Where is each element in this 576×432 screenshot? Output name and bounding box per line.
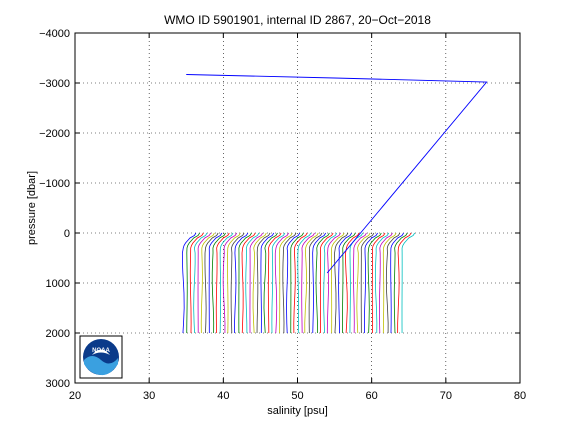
profile-line	[215, 232, 230, 334]
chart-title: WMO ID 5901901, internal ID 2867, 20−Oct…	[164, 13, 431, 27]
profile-line	[293, 232, 308, 334]
profile-line	[252, 232, 267, 334]
y-axis-ticks: −4000 −3000 −2000 −1000 0 1000 2000 3000	[39, 28, 520, 390]
profile-line	[393, 232, 408, 334]
y-axis-label: pressure [dbar]	[26, 171, 38, 245]
plot-area	[181, 74, 488, 334]
profile-line	[181, 232, 197, 334]
y-tick-label: −1000	[39, 178, 70, 190]
y-tick-label: 0	[64, 228, 70, 240]
profile-line	[397, 232, 412, 334]
profile-line	[208, 232, 223, 334]
profile-line	[356, 232, 371, 334]
profile-line	[189, 232, 204, 334]
x-tick-label: 60	[366, 390, 378, 402]
profile-line	[234, 232, 249, 334]
logo-gull	[92, 349, 110, 355]
profile-line	[279, 232, 293, 334]
profile-line	[245, 232, 260, 334]
x-tick-label: 50	[291, 390, 303, 402]
profile-line	[331, 232, 345, 334]
profile-line	[308, 232, 323, 334]
profile-line	[304, 232, 319, 334]
profile-line	[374, 232, 390, 334]
profile-line	[382, 232, 397, 334]
profile-line	[271, 232, 286, 334]
profile-line	[367, 232, 382, 334]
noaa-logo: NOAA	[79, 335, 123, 379]
profile-line	[360, 232, 375, 334]
logo-wave	[84, 356, 118, 376]
profile-line	[312, 232, 327, 334]
y-tick-label: −3000	[39, 78, 70, 90]
profile-line	[197, 232, 212, 334]
x-axis-ticks: 20 30 40 50 60 70 80	[69, 33, 526, 402]
profile-line	[401, 232, 416, 334]
profile-line	[238, 232, 252, 334]
profile-line	[193, 232, 208, 334]
y-tick-label: −4000	[39, 28, 70, 40]
x-tick-label: 70	[440, 390, 452, 402]
profile-line	[260, 232, 275, 334]
spike-profile-line	[186, 74, 488, 274]
x-tick-label: 40	[217, 390, 229, 402]
x-tick-label: 20	[69, 390, 81, 402]
logo-text: NOAA	[92, 348, 110, 354]
profile-line	[315, 232, 330, 334]
profile-line	[390, 232, 404, 334]
profile-line	[200, 232, 215, 334]
profile-line	[263, 232, 278, 334]
profile-line	[297, 232, 312, 334]
profile-line	[286, 232, 301, 334]
x-tick-label: 80	[514, 390, 526, 402]
profile-line	[274, 232, 289, 334]
profile-line	[301, 232, 315, 334]
profile-line	[371, 232, 386, 334]
x-axis-label: salinity [psu]	[267, 405, 328, 417]
profile-line	[211, 232, 226, 334]
profile-line	[345, 232, 360, 334]
x-tick-label: 30	[143, 390, 155, 402]
y-tick-label: −2000	[39, 128, 70, 140]
profile-line	[204, 232, 219, 334]
profile-line	[249, 232, 263, 334]
profile-line	[241, 232, 256, 334]
profile-line	[290, 232, 304, 334]
profile-line	[230, 232, 245, 334]
profile-line	[227, 232, 241, 334]
profile-line	[256, 232, 271, 334]
profile-line	[320, 232, 334, 334]
y-tick-label: 1000	[46, 278, 70, 290]
profile-line	[186, 232, 200, 334]
profile-line	[326, 232, 341, 334]
profile-line	[353, 232, 367, 334]
profile-line	[219, 232, 234, 334]
profile-line	[267, 232, 282, 334]
profile-line	[282, 232, 297, 334]
y-tick-label: 2000	[46, 328, 70, 340]
profile-line	[334, 232, 349, 334]
profile-line	[363, 232, 378, 334]
profile-line	[385, 232, 401, 334]
profile-line	[379, 232, 393, 334]
profile-line	[342, 232, 356, 334]
y-tick-label: 3000	[46, 378, 70, 390]
profile-line	[323, 232, 338, 334]
profile-line	[338, 232, 352, 334]
profile-line	[222, 232, 238, 334]
